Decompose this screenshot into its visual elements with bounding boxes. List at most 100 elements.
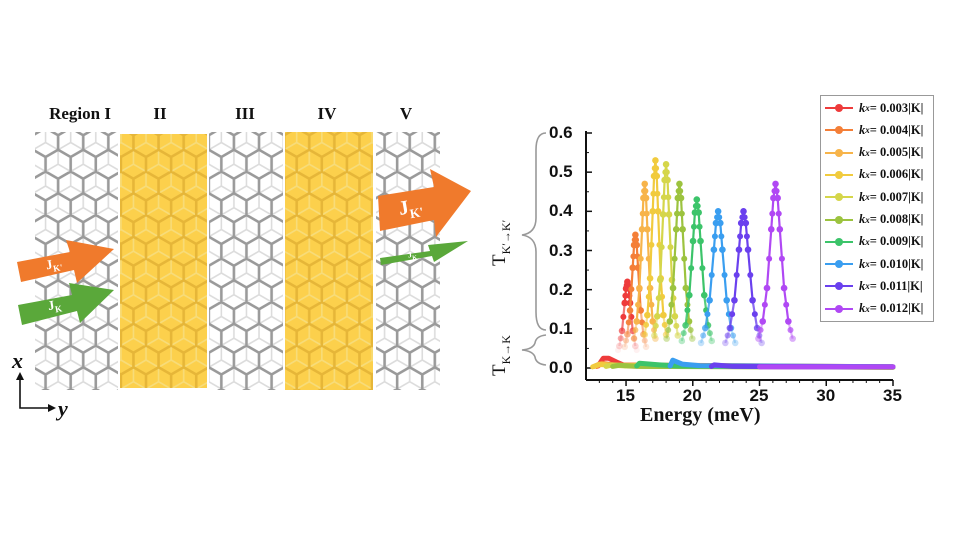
data-marker xyxy=(620,313,627,320)
data-marker xyxy=(681,255,688,262)
legend-item: k x = 0.003|K| xyxy=(825,98,923,118)
legend-swatch xyxy=(825,282,853,291)
legend-k: k xyxy=(859,100,866,115)
data-marker xyxy=(648,301,655,308)
region-1-label: Region I xyxy=(49,104,111,123)
data-marker xyxy=(694,203,701,210)
data-point xyxy=(633,318,641,325)
data-point xyxy=(616,342,623,350)
data-marker xyxy=(700,332,707,339)
data-marker xyxy=(637,255,644,262)
data-point xyxy=(716,219,724,227)
data-point xyxy=(641,180,649,188)
data-marker xyxy=(766,255,773,262)
data-marker xyxy=(667,244,674,251)
data-point xyxy=(641,331,649,339)
data-marker xyxy=(678,210,685,217)
data-marker xyxy=(655,295,662,302)
data-point xyxy=(621,343,629,351)
data-point xyxy=(656,276,664,284)
data-point xyxy=(708,337,716,345)
data-point xyxy=(731,339,739,347)
data-marker xyxy=(743,233,750,240)
data-point xyxy=(744,246,752,254)
data-marker xyxy=(699,265,706,272)
data-point xyxy=(749,296,756,304)
data-point xyxy=(679,226,686,233)
data-marker xyxy=(677,187,684,194)
series-0.012 xyxy=(755,180,796,342)
series-0.008 xyxy=(663,180,696,342)
data-point xyxy=(644,226,651,233)
data-point xyxy=(662,331,670,339)
data-marker xyxy=(641,337,648,344)
data-point xyxy=(676,180,683,188)
data-marker xyxy=(663,169,670,176)
data-point xyxy=(742,219,750,227)
data-marker xyxy=(730,332,737,339)
legend-swatch xyxy=(825,193,853,202)
region-5-label: V xyxy=(399,104,413,123)
legend-k: k xyxy=(859,301,866,316)
data-point xyxy=(714,208,722,215)
data-point xyxy=(719,246,726,254)
legend-k: k xyxy=(859,167,866,182)
legend-k: k xyxy=(859,189,866,204)
legend-label: = 0.011|K| xyxy=(869,278,923,293)
legend-item: k x = 0.011|K| xyxy=(825,276,923,296)
data-marker xyxy=(671,255,678,262)
legend-swatch xyxy=(825,237,853,246)
data-marker xyxy=(718,233,725,240)
legend-sub: x xyxy=(865,259,870,270)
data-marker xyxy=(673,322,680,329)
data-marker xyxy=(708,271,715,278)
legend-item: k x = 0.007|K| xyxy=(825,187,923,207)
data-point xyxy=(659,211,667,218)
legend-sub: x xyxy=(865,236,870,247)
data-point xyxy=(682,284,690,292)
data-point xyxy=(737,219,745,227)
region-4-label: IV xyxy=(317,104,337,123)
data-point xyxy=(682,322,689,329)
legend-swatch xyxy=(825,215,853,224)
data-point xyxy=(644,311,651,319)
data-point xyxy=(666,318,674,325)
data-point xyxy=(642,343,650,351)
legend-swatch xyxy=(825,304,853,313)
data-marker xyxy=(733,271,740,278)
data-point xyxy=(697,237,704,245)
legend-sub: x xyxy=(865,281,870,292)
data-marker xyxy=(665,327,672,334)
data-point xyxy=(686,291,693,299)
data-marker xyxy=(658,244,665,251)
data-point xyxy=(688,335,696,342)
data-marker xyxy=(704,311,711,318)
data-marker xyxy=(769,210,776,217)
data-point xyxy=(629,264,637,272)
data-point xyxy=(669,284,677,292)
data-point xyxy=(618,327,626,335)
data-marker xyxy=(653,165,660,172)
legend-k: k xyxy=(859,256,866,271)
series-0.010 xyxy=(697,208,739,347)
data-marker xyxy=(706,330,713,337)
data-point xyxy=(624,278,631,286)
y-tick-label: 0.2 xyxy=(549,279,573,299)
data-marker xyxy=(633,236,640,243)
data-marker xyxy=(661,321,668,328)
series-0.011 xyxy=(722,208,765,347)
data-point xyxy=(759,318,767,325)
region-2-lattice xyxy=(120,134,207,388)
upper-y-label: TK′→K′ xyxy=(489,219,513,266)
legend-swatch xyxy=(825,104,853,112)
data-point xyxy=(767,226,775,233)
data-point xyxy=(649,318,657,325)
data-marker xyxy=(615,347,622,354)
data-marker xyxy=(729,311,736,318)
data-point xyxy=(726,324,734,332)
legend-item: k x = 0.004|K| xyxy=(825,120,923,140)
data-point xyxy=(621,299,629,307)
y-tick-label: 0.3 xyxy=(549,240,573,260)
data-marker xyxy=(787,327,794,334)
